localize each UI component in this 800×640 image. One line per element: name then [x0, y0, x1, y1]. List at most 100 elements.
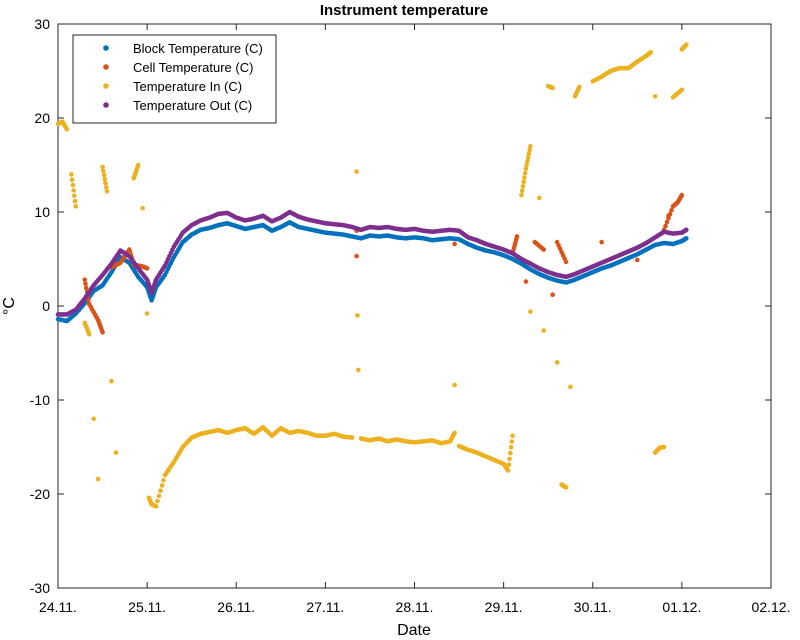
data-point [679, 87, 685, 93]
data-point [86, 331, 92, 337]
x-tick-label: 26.11. [217, 599, 255, 615]
data-point [514, 234, 520, 239]
data-point [86, 297, 91, 303]
data-point [554, 360, 560, 365]
data-point [102, 176, 108, 182]
y-axis-label: °C [1, 297, 18, 315]
data-point [510, 433, 515, 439]
data-point [103, 180, 108, 186]
y-axis-ticks: -30 -20 -10 0 10 20 30 [30, 16, 771, 596]
data-point [452, 241, 457, 247]
data-point [577, 84, 582, 90]
data-point [69, 172, 74, 177]
data-point [356, 367, 361, 373]
data-point [506, 462, 512, 468]
data-point [83, 281, 88, 287]
legend-label: Temperature Out (C) [133, 98, 252, 113]
data-point [71, 188, 76, 193]
data-point [505, 468, 511, 473]
data-point [153, 503, 159, 509]
data-point [155, 498, 160, 504]
data-point [161, 478, 166, 483]
data-point [100, 330, 105, 335]
series-0 [55, 220, 689, 324]
data-point [525, 158, 530, 164]
data-point [563, 259, 569, 265]
data-point [113, 450, 119, 455]
legend-label: Temperature In (C) [133, 79, 242, 94]
data-point [652, 94, 658, 99]
data-point [101, 168, 106, 174]
data-point [83, 285, 89, 291]
data-point [663, 223, 668, 229]
data-point [69, 177, 75, 183]
data-point [684, 236, 689, 241]
data-point [64, 126, 70, 132]
legend-marker [103, 102, 109, 108]
data-point [666, 213, 671, 219]
data-point [82, 277, 88, 282]
data-point [669, 207, 674, 213]
data-point [523, 279, 529, 284]
data-point [355, 313, 360, 318]
data-point [523, 166, 529, 172]
chart-title: Instrument temperature [320, 2, 488, 19]
x-tick-label: 25.11. [128, 599, 166, 615]
data-point [72, 193, 77, 199]
data-point [156, 493, 162, 499]
x-tick-label: 27.11. [306, 599, 344, 615]
data-point [452, 382, 457, 388]
data-point [522, 175, 527, 180]
y-tick-label: -10 [30, 392, 50, 408]
series-1 [82, 192, 685, 335]
data-marks [55, 42, 689, 509]
data-point [452, 430, 457, 436]
data-point [73, 204, 79, 209]
series-2 [55, 42, 689, 509]
data-point [354, 253, 359, 259]
data-point [525, 155, 531, 160]
data-point [541, 247, 547, 252]
x-tick-label: 01.12. [662, 599, 701, 615]
data-point [520, 184, 526, 189]
data-point [684, 227, 689, 233]
data-point [508, 445, 514, 450]
data-point [95, 476, 101, 482]
y-tick-label: 10 [34, 204, 50, 220]
data-point [354, 169, 359, 174]
data-point [140, 205, 145, 211]
legend-label: Block Temperature (C) [133, 41, 263, 56]
legend-marker [103, 83, 109, 89]
data-point [550, 292, 555, 298]
data-point [103, 184, 109, 190]
data-point [526, 151, 532, 157]
data-point [509, 439, 515, 444]
y-tick-label: 0 [42, 298, 50, 314]
data-point [507, 456, 512, 462]
data-point [528, 309, 533, 314]
data-point [550, 85, 555, 91]
data-point [519, 188, 525, 193]
y-tick-label: 30 [34, 16, 50, 32]
legend-marker [103, 45, 109, 51]
data-point [568, 384, 573, 390]
data-point [508, 450, 513, 456]
data-point [91, 416, 96, 422]
data-point [599, 239, 604, 245]
data-point [536, 195, 542, 201]
data-point [528, 143, 533, 149]
data-point [144, 311, 150, 316]
x-tick-label: 29.11. [485, 599, 523, 615]
data-point [109, 378, 114, 384]
data-point [349, 435, 355, 440]
series-3 [55, 209, 689, 317]
data-point [679, 192, 685, 198]
data-point [159, 483, 165, 488]
data-point [635, 257, 640, 263]
data-point [563, 485, 569, 490]
x-tick-label: 02.12. [752, 599, 791, 615]
data-point [684, 42, 689, 47]
data-point [100, 164, 105, 170]
data-point [522, 170, 528, 176]
